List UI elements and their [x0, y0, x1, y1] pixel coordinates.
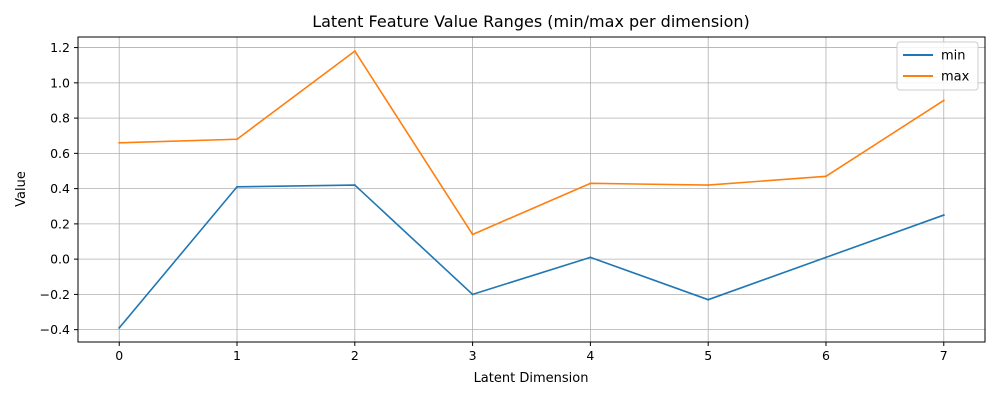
- series-line-max: [119, 50, 945, 236]
- y-tick-label: 0.2: [50, 216, 70, 231]
- legend: min max: [896, 41, 979, 91]
- y-axis: −0.4 −0.2 0.0 0.2 0.4 0.6 0.8 1.0 1.2: [40, 40, 78, 337]
- x-tick-label: 1: [233, 348, 241, 363]
- data-point-max: [471, 233, 474, 236]
- x-tick-label: 7: [940, 348, 948, 363]
- y-tick-label: 0.8: [50, 111, 70, 126]
- x-tick-label: 6: [822, 348, 830, 363]
- y-tick-label: −0.2: [40, 287, 70, 302]
- x-tick-label: 4: [586, 348, 594, 363]
- data-point-min: [589, 256, 592, 259]
- y-tick-label: 0.4: [50, 181, 70, 196]
- y-tick-label: 1.2: [50, 40, 70, 55]
- data-point-max: [236, 138, 239, 141]
- data-point-max: [942, 99, 945, 102]
- y-tick-label: −0.4: [40, 322, 70, 337]
- y-axis-label: Value: [14, 171, 29, 207]
- data-point-min: [353, 184, 356, 187]
- x-axis-label: Latent Dimension: [474, 371, 589, 386]
- grid: [78, 37, 985, 342]
- chart-title: Latent Feature Value Ranges (min/max per…: [312, 12, 750, 31]
- data-point-max: [353, 50, 356, 53]
- x-tick-label: 5: [704, 348, 712, 363]
- data-point-max: [118, 141, 121, 144]
- data-point-max: [707, 184, 710, 187]
- data-point-min: [707, 298, 710, 301]
- plot-frame: [77, 36, 986, 343]
- x-axis: 0 1 2 3 4 5 6 7: [115, 342, 948, 363]
- y-tick-label: 0.6: [50, 146, 70, 161]
- series-line-min: [118, 184, 945, 329]
- data-point-max: [589, 182, 592, 185]
- series-layer: [118, 50, 945, 329]
- x-tick-label: 0: [115, 348, 123, 363]
- data-point-min: [942, 214, 945, 217]
- data-point-min: [118, 326, 121, 329]
- data-point-min: [236, 185, 239, 188]
- x-tick-label: 3: [469, 348, 477, 363]
- legend-label-min: min: [941, 49, 966, 64]
- x-tick-label: 2: [351, 348, 359, 363]
- data-point-min: [471, 293, 474, 296]
- y-tick-label: 1.0: [50, 75, 70, 90]
- legend-label-max: max: [941, 70, 970, 85]
- data-point-min: [824, 256, 827, 259]
- y-tick-label: 0.0: [50, 252, 70, 267]
- data-point-max: [824, 175, 827, 178]
